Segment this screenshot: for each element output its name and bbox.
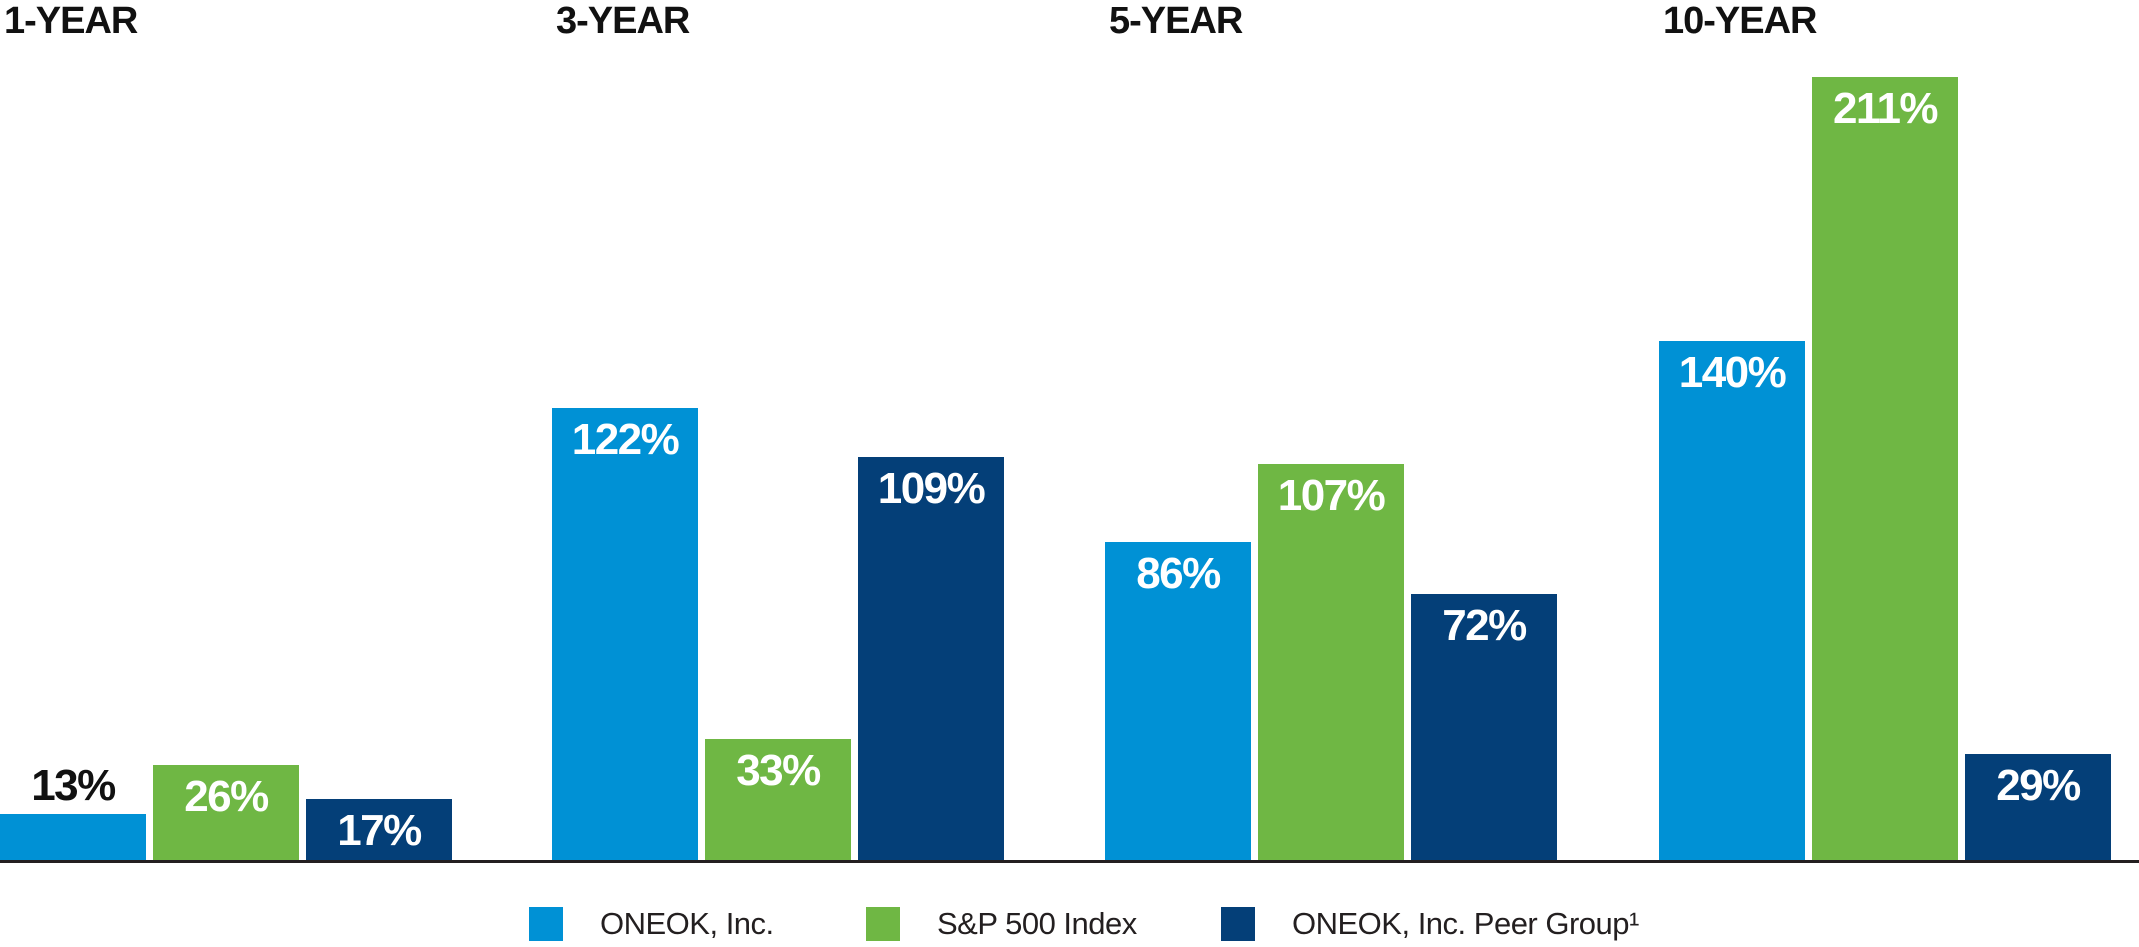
value-label-1-year-oneok-inc-peer-group: 17% [337,806,422,855]
value-label-10-year-oneok-inc: 140% [1678,348,1787,397]
group-label-3-year: 3-YEAR [556,0,690,42]
bar-10-year-oneok-inc-peer-group [1965,754,2111,862]
bar-3-year-s-p-500-index [705,739,851,862]
legend-swatch-oneok-icon [529,907,563,941]
legend-label-sp500: S&P 500 Index [937,906,1137,941]
value-label-1-year-oneok-inc: 13% [31,761,116,810]
legend-swatch-peer-group-icon [1221,907,1255,941]
value-label-10-year-s-p-500-index: 211% [1832,84,1939,133]
bar-5-year-oneok-inc-peer-group [1411,594,1557,862]
bar-5-year-oneok-inc [1105,542,1251,862]
legend-item-peer-group: ONEOK, Inc. Peer Group¹ [1221,906,1639,942]
bar-3-year-oneok-inc-peer-group [858,457,1004,862]
value-label-10-year-oneok-inc-peer-group: 29% [1996,761,2081,810]
group-label-5-year: 5-YEAR [1109,0,1243,42]
legend-label-peer-group: ONEOK, Inc. Peer Group¹ [1292,906,1639,941]
value-label-5-year-oneok-inc: 86% [1136,549,1221,598]
legend-item-oneok: ONEOK, Inc. [529,906,774,942]
value-label-5-year-s-p-500-index: 107% [1277,471,1386,520]
legend-label-oneok: ONEOK, Inc. [600,906,774,941]
bar-1-year-s-p-500-index [153,765,299,862]
value-label-3-year-s-p-500-index: 33% [736,746,821,795]
bar-1-year-oneok-inc-peer-group [306,799,452,862]
value-label-3-year-oneok-inc-peer-group: 109% [877,464,986,513]
x-axis-baseline [0,860,2139,863]
legend-item-sp500: S&P 500 Index [866,906,1137,942]
group-label-10-year: 10-YEAR [1663,0,1817,42]
value-label-3-year-oneok-inc: 122% [571,415,680,464]
bar-3-year-oneok-inc [552,408,698,862]
group-label-1-year: 1-YEAR [4,0,138,42]
value-label-5-year-oneok-inc-peer-group: 72% [1442,601,1527,650]
bar-10-year-oneok-inc [1659,341,1805,862]
bar-1-year-oneok-inc [0,814,146,862]
legend-swatch-sp500-icon [866,907,900,941]
value-label-1-year-s-p-500-index: 26% [184,772,269,821]
bar-10-year-s-p-500-index [1812,77,1958,862]
bar-5-year-s-p-500-index [1258,464,1404,862]
